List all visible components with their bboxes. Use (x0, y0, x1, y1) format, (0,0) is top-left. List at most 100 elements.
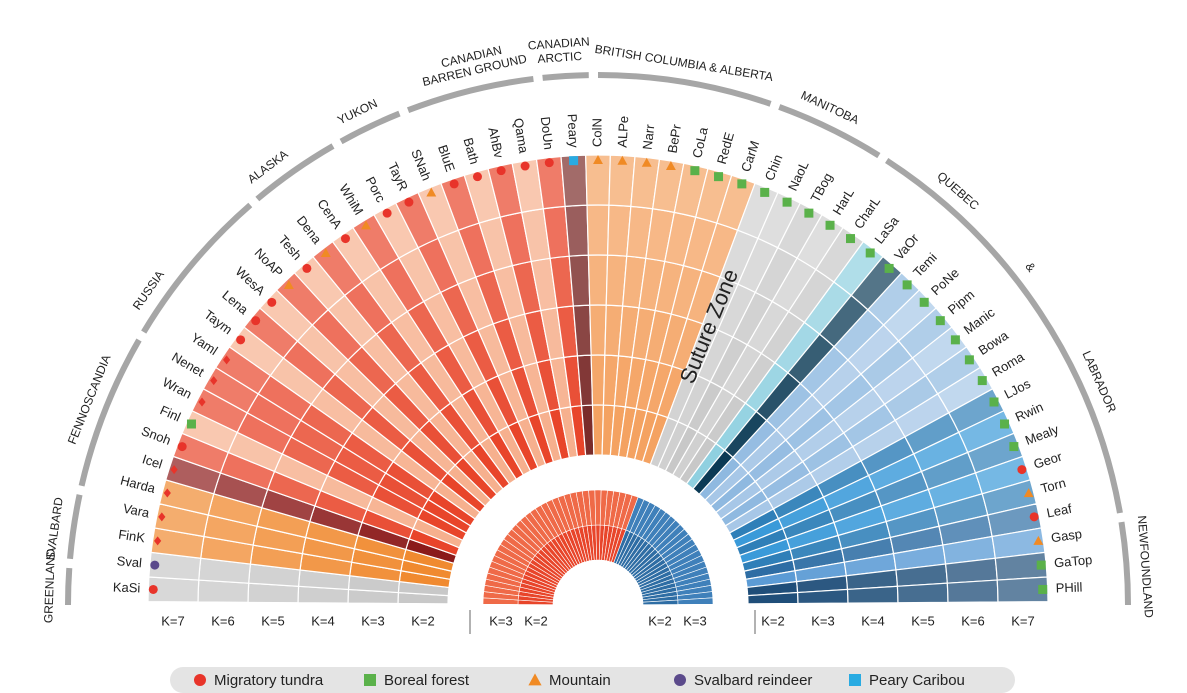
ecotype-marker (1038, 584, 1048, 594)
admixture-ring (568, 254, 591, 307)
legend-label: Migratory tundra (214, 672, 324, 689)
k-label: K=4 (311, 613, 335, 628)
ecotype-marker (382, 208, 392, 218)
ecotype-marker (426, 187, 437, 197)
region-arc (255, 143, 335, 202)
population-label: Pipm (945, 287, 977, 317)
region-label: FENNOSCANDIA (65, 353, 114, 447)
population-label: Harda (119, 473, 158, 497)
population-label: Temi (910, 250, 940, 280)
population-label: Bath (461, 136, 483, 166)
population-wedge (625, 162, 709, 461)
admixture-ring (946, 579, 999, 603)
population-label: GaTop (1053, 552, 1093, 570)
ecotype-marker (1009, 442, 1019, 452)
ecotype-marker (150, 560, 160, 570)
population-wedge (511, 158, 579, 459)
population-label: Sval (116, 553, 143, 570)
population-label: Roma (989, 349, 1027, 380)
population-label: NoAP (252, 245, 286, 280)
population-label: CarM (738, 139, 762, 174)
ecotype-marker (950, 335, 960, 345)
ecotype-marker (714, 172, 724, 182)
population-wedge (747, 576, 1049, 605)
ecotype-marker (210, 376, 218, 386)
region-arc (339, 110, 401, 145)
ecotype-marker (404, 197, 414, 207)
legend-box (170, 667, 1015, 693)
population-label: CenA (314, 196, 345, 232)
population-label: Vara (122, 501, 152, 521)
population-label: Snoh (139, 423, 173, 448)
population-label: Wran (160, 374, 194, 401)
ecotype-marker (1029, 512, 1039, 522)
ecotype-marker (198, 397, 206, 407)
ecotype-marker (1036, 560, 1046, 570)
ecotype-marker (665, 161, 676, 171)
region-arc (65, 567, 73, 606)
region-arc (67, 494, 83, 560)
ecotype-marker (902, 280, 912, 290)
region-arc (406, 75, 534, 114)
population-label: Geor (1032, 448, 1065, 471)
ecotype-marker (1017, 465, 1027, 475)
population-wedge (535, 155, 587, 458)
k-label: K=2 (648, 613, 672, 628)
population-label: Mealy (1023, 421, 1061, 448)
population-label: PHill (1055, 580, 1082, 596)
ecotype-marker (935, 316, 945, 326)
k-label: K=3 (489, 613, 513, 628)
ecotype-marker (170, 465, 178, 475)
population-wedge (585, 154, 611, 456)
population-label: Leaf (1045, 501, 1073, 521)
population-label: Chin (762, 152, 786, 182)
region-arc (597, 72, 772, 107)
population-wedge (692, 255, 903, 496)
ecotype-marker (283, 279, 294, 289)
population-wedge (664, 202, 823, 476)
population-wedge (560, 154, 595, 457)
population-wedge (743, 503, 1043, 581)
ecotype-marker (989, 397, 999, 407)
population-label: Tesh (276, 232, 305, 263)
k-label: K=2 (524, 613, 548, 628)
ecotype-marker (148, 584, 158, 594)
population-label: Taym (201, 307, 235, 338)
population-label: AhBv (485, 126, 507, 160)
population-wedge (228, 326, 481, 520)
k-label: K=3 (361, 613, 385, 628)
region-label: & (1022, 260, 1038, 275)
ecotype-marker (251, 316, 261, 326)
population-label: TayR (385, 160, 411, 193)
ecotype-marker (163, 488, 171, 498)
legend-marker (674, 674, 686, 686)
population-label: PoNe (928, 265, 962, 298)
region-label: GREENLAND (41, 548, 58, 623)
ecotype-marker (520, 161, 530, 171)
population-wedge (312, 240, 511, 490)
population-label: LaSa (871, 213, 902, 247)
population-label: KaSi (113, 580, 141, 596)
k-label: K=6 (211, 613, 235, 628)
admixture-ring (896, 582, 949, 604)
population-label: WesA (233, 264, 269, 299)
population-label: Finl (158, 402, 183, 424)
admixture-ring (587, 254, 609, 306)
population-wedge (649, 182, 779, 469)
ecotype-marker (782, 197, 792, 207)
population-wedge (641, 174, 756, 466)
population-label: Lena (219, 287, 251, 318)
population-wedge (191, 387, 468, 542)
population-wedge (698, 271, 921, 501)
population-label: SNah (408, 147, 434, 183)
ecotype-marker (919, 297, 929, 307)
ecotype-marker (846, 234, 856, 244)
population-label: Porc (363, 174, 389, 205)
population-label: LJos (1002, 376, 1034, 402)
region-arc (1118, 521, 1131, 606)
ecotype-marker (496, 166, 506, 176)
population-label: VaOr (891, 230, 922, 263)
population-wedge (704, 289, 937, 507)
k-label: K=2 (761, 613, 785, 628)
k-label: K=3 (811, 613, 835, 628)
